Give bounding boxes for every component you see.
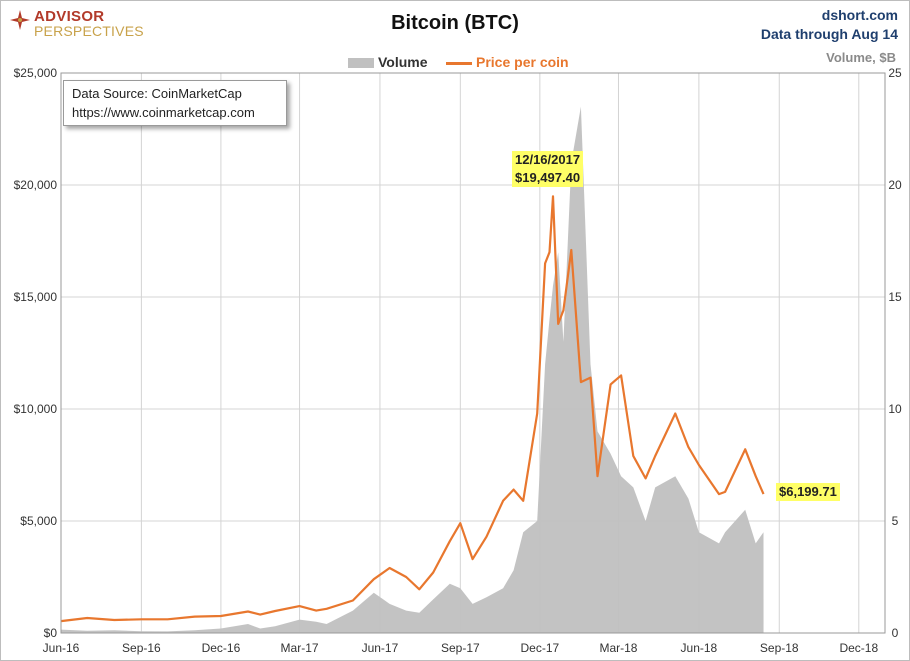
data-source-url: https://www.coinmarketcap.com: [72, 105, 255, 120]
x-tick-label: Mar-18: [599, 641, 637, 655]
x-tick-label: Sep-18: [760, 641, 799, 655]
data-source-line: Data Source: CoinMarketCap: [72, 86, 242, 101]
peak-annotation: 12/16/2017 $19,497.40: [512, 151, 584, 187]
x-tick-label: Sep-17: [441, 641, 480, 655]
peak-value: $19,497.40: [515, 170, 581, 185]
site-name: dshort.com: [821, 7, 898, 23]
x-tick-label: Sep-16: [122, 641, 161, 655]
logo-line1: ADVISOR: [34, 8, 105, 25]
legend-volume-swatch: [348, 58, 374, 68]
chart-title: Bitcoin (BTC): [391, 12, 519, 34]
y-left-tick-label: $25,000: [14, 66, 58, 80]
compass-logo-icon: [10, 10, 30, 30]
y-right-tick-label: 5: [892, 514, 899, 528]
y-left-tick-label: $10,000: [14, 402, 58, 416]
price-line: [60, 195, 765, 623]
y-left-tick-label: $15,000: [14, 290, 58, 304]
site-info: dshort.com Data through Aug 14: [761, 6, 898, 44]
y-left-tick-label: $0: [44, 626, 58, 640]
data-source-box: Data Source: CoinMarketCap https://www.c…: [63, 80, 287, 126]
x-tick-label: Mar-17: [281, 641, 319, 655]
x-tick-label: Dec-16: [202, 641, 241, 655]
legend-volume-label: Volume: [378, 54, 428, 70]
y-right-tick-label: 20: [888, 178, 902, 192]
y-left-tick-label: $20,000: [14, 178, 58, 192]
y-right-tick-label: 25: [888, 66, 902, 80]
advisor-perspectives-logo: ADVISOR PERSPECTIVES: [10, 8, 144, 39]
x-tick-label: Jun-18: [681, 641, 718, 655]
x-tick-label: Dec-18: [839, 641, 878, 655]
legend-price-label: Price per coin: [476, 54, 569, 70]
volume-area: [61, 106, 764, 634]
legend-price-swatch: [446, 62, 472, 65]
y-right-tick-label: 10: [888, 402, 902, 416]
x-tick-label: Jun-16: [43, 641, 80, 655]
last-value-annotation: $6,199.71: [776, 483, 840, 501]
plot-border: [60, 72, 886, 634]
peak-date: 12/16/2017: [515, 152, 581, 167]
y-right-tick-label: 15: [888, 290, 902, 304]
logo-line2: PERSPECTIVES: [34, 23, 144, 39]
y-left-tick-label: $5,000: [20, 514, 57, 528]
data-through: Data through Aug 14: [760, 26, 898, 42]
x-tick-label: Jun-17: [362, 641, 399, 655]
y-right-tick-label: 0: [892, 626, 899, 640]
x-tick-label: Dec-17: [521, 641, 560, 655]
right-axis-label: Volume, $B: [826, 50, 896, 65]
